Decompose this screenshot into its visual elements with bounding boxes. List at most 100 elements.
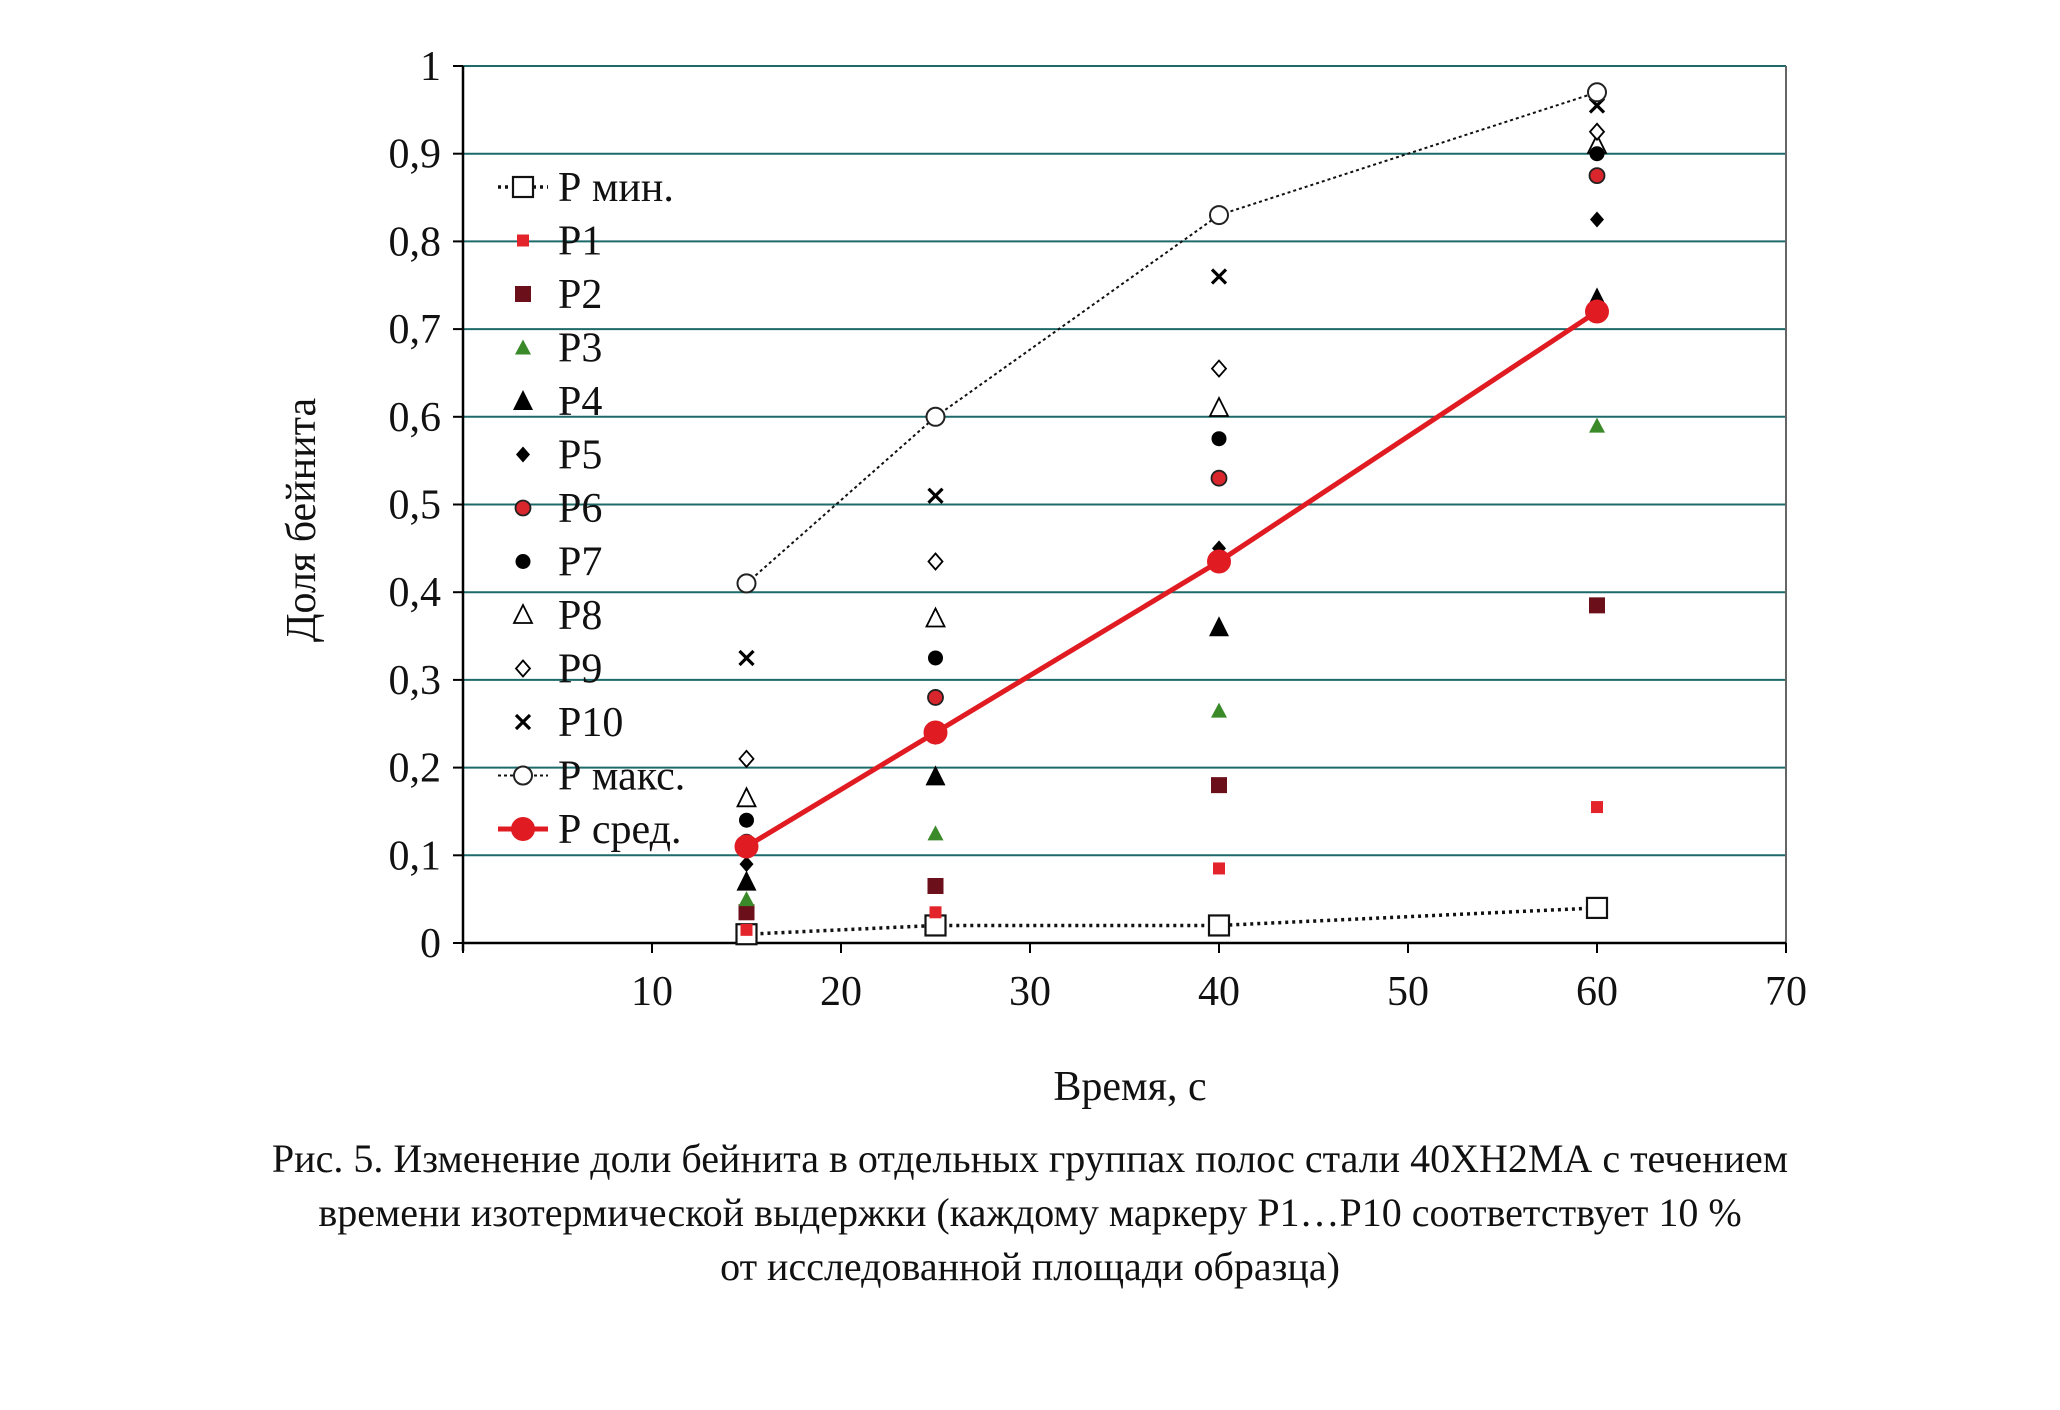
data-point [738, 649, 755, 667]
data-points [734, 82, 1609, 946]
figure-caption: Рис. 5. Изменение доли бейнита в отдельн… [60, 1132, 2000, 1294]
data-point [1590, 211, 1604, 228]
legend-marker [511, 175, 535, 199]
y-tick-label: 0,4 [389, 570, 442, 616]
caption-line-2: времени изотермической выдержки (каждому… [318, 1190, 1742, 1235]
data-point [1588, 122, 1606, 142]
legend-marker [513, 765, 533, 786]
data-point [927, 825, 944, 841]
data-point [1213, 862, 1225, 875]
legend-marker [515, 339, 531, 355]
data-point [1211, 702, 1227, 718]
x-axis-label: Время, с [1053, 1064, 1206, 1110]
legend-label: Р3 [558, 326, 602, 372]
data-point [925, 765, 946, 786]
legend-label: Р8 [558, 593, 602, 639]
legend-marker [516, 446, 530, 463]
data-point [924, 914, 947, 937]
data-point [928, 650, 943, 666]
data-point [1208, 396, 1230, 417]
data-point [1589, 417, 1605, 433]
data-point [1585, 896, 1609, 920]
data-point [1207, 914, 1231, 937]
data-point [927, 552, 944, 571]
legend-marker [511, 817, 535, 841]
data-point [734, 834, 759, 859]
data-point [739, 812, 754, 828]
data-point [1585, 299, 1609, 324]
y-tick-label: 0,1 [389, 833, 442, 879]
data-point [738, 904, 755, 921]
legend-label: Р сред. [558, 807, 681, 853]
legend-marker [517, 234, 529, 247]
horizontal-gridlines [463, 65, 1786, 857]
y-tick-label: 0,2 [389, 746, 442, 792]
data-point [1209, 205, 1229, 226]
y-tick-label: 1 [420, 44, 441, 90]
data-point [1587, 82, 1607, 103]
legend-marker [514, 659, 532, 678]
legend-label: Р9 [558, 647, 602, 693]
data-point [1589, 597, 1605, 614]
tick-labels: 0 0,1 0,2 0,3 0,4 0,5 0,6 0,7 0,8 0,9 1 10 20 30 40 50 6… [389, 44, 1808, 1015]
legend: Р мин. Р1 Р2 Р3 Р4 Р5 Р6 Р7 Р8 Р9 Р10 Р макс. Р сред… [498, 165, 685, 853]
data-point [1210, 359, 1228, 378]
legend-marker [514, 713, 532, 731]
y-tick-label: 0,6 [389, 395, 442, 441]
legend-label: Р6 [558, 486, 602, 532]
legend-label: Р10 [558, 700, 623, 746]
legend-marker [513, 390, 533, 410]
data-point [923, 720, 948, 745]
x-tick-label: 70 [1765, 969, 1807, 1015]
y-tick-label: 0,9 [389, 132, 442, 178]
data-point [925, 606, 946, 628]
caption-line-3: от исследованной площади образца) [720, 1244, 1340, 1289]
data-point [1207, 549, 1231, 574]
data-point [1211, 777, 1227, 794]
legend-marker [512, 602, 534, 624]
axes [453, 65, 1787, 953]
legend-label: Р мин. [558, 165, 674, 211]
data-point [736, 573, 757, 594]
data-point [736, 786, 757, 808]
x-tick-label: 20 [820, 969, 862, 1015]
data-point [736, 870, 757, 891]
y-tick-label: 0,3 [389, 658, 442, 704]
legend-label: Р макс. [558, 754, 685, 800]
data-point [929, 906, 942, 919]
data-point [927, 877, 944, 894]
y-tick-label: 0 [420, 921, 441, 967]
data-point [738, 749, 755, 769]
series-line-13 [745, 309, 1599, 849]
x-tick-label: 30 [1009, 969, 1051, 1015]
data-point [1210, 469, 1228, 487]
legend-marker [514, 499, 532, 517]
y-tick-label: 0,5 [389, 483, 442, 529]
data-point [1586, 132, 1608, 154]
x-tick-label: 50 [1387, 969, 1429, 1015]
data-point [1209, 616, 1229, 637]
legend-marker [515, 554, 531, 569]
x-tick-label: 10 [631, 969, 673, 1015]
series-lines [745, 91, 1599, 936]
series-line-12 [745, 91, 1598, 585]
data-point [1591, 801, 1603, 814]
caption-line-1: Рис. 5. Изменение доли бейнита в отдельн… [271, 1136, 1789, 1181]
series-line-1 [746, 906, 1598, 936]
legend-marker [515, 286, 531, 302]
data-point [1211, 431, 1227, 447]
data-point [738, 891, 755, 907]
bainite-fraction-chart: 0 0,1 0,2 0,3 0,4 0,5 0,6 0,7 0,8 0,9 1 10 20 30 40 50 6… [279, 44, 1808, 1110]
data-point [925, 406, 946, 427]
legend-label: Р2 [558, 272, 602, 318]
data-point [740, 923, 753, 936]
legend-label: Р4 [558, 379, 602, 425]
legend-label: Р1 [558, 219, 602, 265]
y-tick-label: 0,8 [389, 219, 442, 265]
y-tick-label: 0,7 [389, 307, 442, 353]
data-point [739, 856, 754, 873]
data-point [927, 689, 944, 706]
data-point [927, 487, 944, 504]
x-tick-label: 60 [1576, 969, 1618, 1015]
legend-label: Р7 [558, 540, 602, 586]
